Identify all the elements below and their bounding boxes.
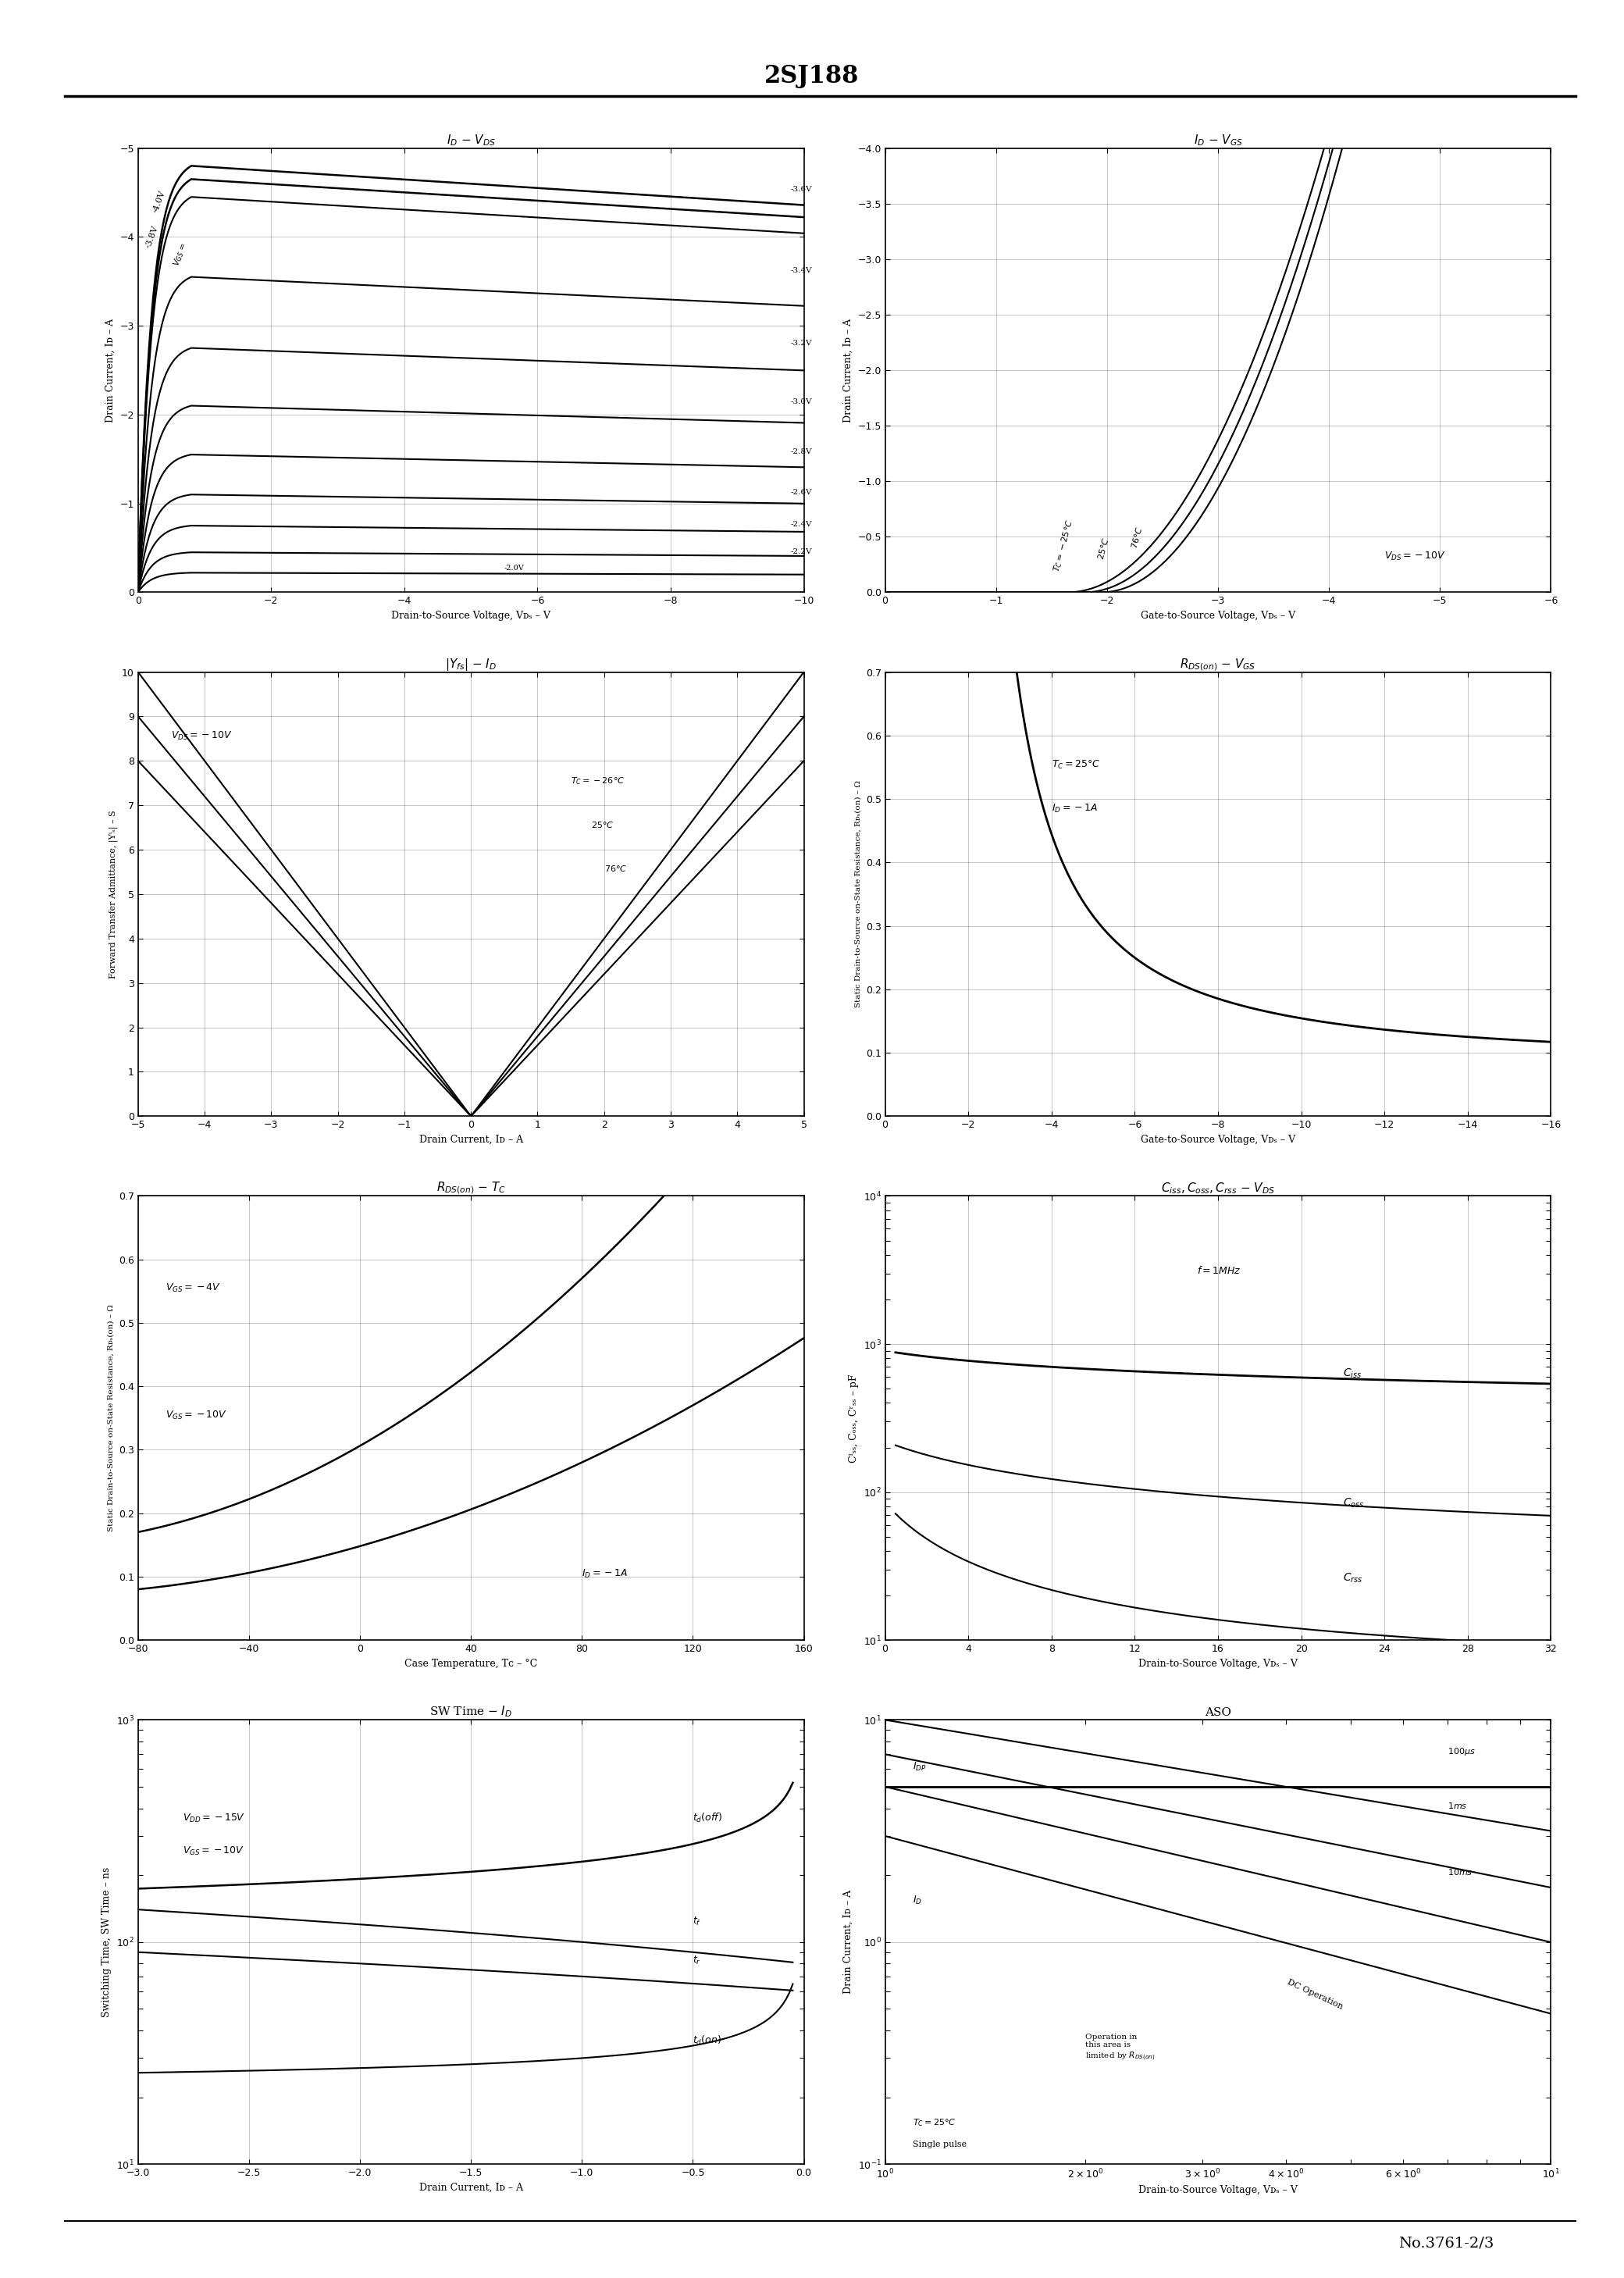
Text: $V_{DS} = -10V$: $V_{DS} = -10V$: [1384, 551, 1447, 563]
Text: $V_{GS}=$: $V_{GS}=$: [172, 241, 190, 269]
Text: Single pulse: Single pulse: [913, 2141, 966, 2148]
Text: $10ms$: $10ms$: [1447, 1868, 1473, 1877]
Y-axis label: Drain Current, Iᴅ – A: Drain Current, Iᴅ – A: [106, 319, 115, 421]
Y-axis label: Drain Current, Iᴅ – A: Drain Current, Iᴅ – A: [843, 319, 853, 421]
Text: -3.8V: -3.8V: [145, 226, 159, 248]
Y-axis label: Cᴵₛₛ, Cₒₛₛ, Cʳₛₛ – pF: Cᴵₛₛ, Cₒₛₛ, Cʳₛₛ – pF: [849, 1374, 859, 1462]
Text: -3.6V: -3.6V: [791, 185, 812, 194]
Y-axis label: Static Drain-to-Source on-State Resistance, Rᴅₛ(on) – Ω: Static Drain-to-Source on-State Resistan…: [854, 781, 861, 1007]
Text: No.3761-2/3: No.3761-2/3: [1398, 2237, 1494, 2251]
Text: $V_{GS} = -10V$: $V_{GS} = -10V$: [166, 1410, 227, 1421]
Title: $R_{DS(on)}$ $-$ $T_C$: $R_{DS(on)}$ $-$ $T_C$: [437, 1180, 505, 1196]
Y-axis label: Drain Current, Iᴅ – A: Drain Current, Iᴅ – A: [843, 1891, 854, 1993]
Title: $|Y_{fs}|$ $-$ $I_D$: $|Y_{fs}|$ $-$ $I_D$: [445, 656, 497, 672]
Y-axis label: Static Drain-to-Source on-State Resistance, Rᴅₛ(on) – Ω: Static Drain-to-Source on-State Resistan…: [107, 1305, 114, 1531]
Text: -2.4V: -2.4V: [791, 522, 812, 528]
Text: $t_f$: $t_f$: [693, 1916, 702, 1927]
Text: $V_{GS} = -10V$: $V_{GS} = -10V$: [182, 1845, 244, 1857]
Text: $I_D$: $I_D$: [913, 1895, 922, 1907]
Text: $t_r$: $t_r$: [693, 1955, 702, 1966]
Title: $C_{iss}, C_{oss}, C_{rss}$ $-$ $V_{DS}$: $C_{iss}, C_{oss}, C_{rss}$ $-$ $V_{DS}$: [1161, 1180, 1275, 1196]
Text: $V_{GS} = -4V$: $V_{GS} = -4V$: [166, 1283, 221, 1294]
Title: SW Time $-$ $I_D$: SW Time $-$ $I_D$: [429, 1704, 513, 1720]
Text: $T_C = 25°C$: $T_C = 25°C$: [1052, 759, 1099, 770]
Text: -3.2V: -3.2V: [791, 339, 812, 346]
Text: $V_{DD} = -15V$: $V_{DD} = -15V$: [182, 1813, 245, 1825]
Text: -4.0V: -4.0V: [151, 189, 167, 214]
Text: -2.6V: -2.6V: [791, 490, 812, 497]
Text: -3.0V: -3.0V: [791, 399, 812, 405]
Text: $100\mu s$: $100\mu s$: [1447, 1747, 1476, 1756]
Y-axis label: Forward Transfer Admittance, |Yⁱₛ| – S: Forward Transfer Admittance, |Yⁱₛ| – S: [109, 811, 117, 977]
Text: 2SJ188: 2SJ188: [765, 64, 859, 89]
X-axis label: Drain Current, Iᴅ – A: Drain Current, Iᴅ – A: [419, 2182, 523, 2191]
X-axis label: Case Temperature, Tᴄ – °C: Case Temperature, Tᴄ – °C: [404, 1658, 538, 1667]
Y-axis label: Switching Time, SW Time – ns: Switching Time, SW Time – ns: [102, 1868, 112, 2016]
Text: $t_d(on)$: $t_d(on)$: [693, 2034, 721, 2046]
Text: $C_{oss}$: $C_{oss}$: [1343, 1497, 1364, 1510]
X-axis label: Drain-to-Source Voltage, Vᴅₛ – V: Drain-to-Source Voltage, Vᴅₛ – V: [391, 611, 551, 620]
Text: -2.0V: -2.0V: [505, 565, 525, 572]
Text: $T_C = -25°C$: $T_C = -25°C$: [1052, 517, 1077, 574]
Text: -2.8V: -2.8V: [791, 449, 812, 456]
Text: $V_{DS} = -10V$: $V_{DS} = -10V$: [172, 729, 234, 743]
Text: $f = 1MHz$: $f = 1MHz$: [1197, 1264, 1241, 1276]
Text: $1ms$: $1ms$: [1447, 1800, 1468, 1809]
Text: $T_C = 25°C$: $T_C = 25°C$: [913, 2116, 957, 2128]
Text: $t_d(off)$: $t_d(off)$: [693, 1811, 723, 1825]
Text: $T_C = -26°C$: $T_C = -26°C$: [572, 775, 625, 786]
Text: $C_{iss}$: $C_{iss}$: [1343, 1367, 1363, 1380]
Title: $I_D$ $-$ $V_{GS}$: $I_D$ $-$ $V_{GS}$: [1194, 132, 1242, 148]
X-axis label: Drain-to-Source Voltage, Vᴅₛ – V: Drain-to-Source Voltage, Vᴅₛ – V: [1138, 2185, 1298, 2196]
X-axis label: Gate-to-Source Voltage, Vᴅₛ – V: Gate-to-Source Voltage, Vᴅₛ – V: [1140, 611, 1296, 620]
Text: $I_{DP}$: $I_{DP}$: [913, 1761, 926, 1772]
Text: -2.2V: -2.2V: [791, 549, 812, 556]
X-axis label: Gate-to-Source Voltage, Vᴅₛ – V: Gate-to-Source Voltage, Vᴅₛ – V: [1140, 1134, 1296, 1144]
Title: $R_{DS(on)}$ $-$ $V_{GS}$: $R_{DS(on)}$ $-$ $V_{GS}$: [1181, 656, 1255, 672]
X-axis label: Drain Current, Iᴅ – A: Drain Current, Iᴅ – A: [419, 1134, 523, 1144]
Text: $76°C$: $76°C$: [1129, 524, 1145, 549]
Text: $I_D = -1A$: $I_D = -1A$: [1052, 804, 1098, 816]
Text: $I_D = -1A$: $I_D = -1A$: [581, 1567, 628, 1581]
Text: $76°C$: $76°C$: [604, 863, 627, 872]
Text: $25°C$: $25°C$: [591, 820, 614, 829]
Title: $I_D$ $-$ $V_{DS}$: $I_D$ $-$ $V_{DS}$: [447, 132, 495, 148]
Text: $C_{rss}$: $C_{rss}$: [1343, 1572, 1363, 1585]
Text: $25°C$: $25°C$: [1096, 535, 1111, 560]
Text: -3.4V: -3.4V: [791, 267, 812, 273]
Title: ASO: ASO: [1205, 1706, 1231, 1718]
X-axis label: Drain-to-Source Voltage, Vᴅₛ – V: Drain-to-Source Voltage, Vᴅₛ – V: [1138, 1658, 1298, 1667]
Text: DC Operation: DC Operation: [1286, 1977, 1345, 2011]
Text: Operation in
this area is
limited by $R_{DS(on)}$: Operation in this area is limited by $R_…: [1085, 2034, 1155, 2062]
